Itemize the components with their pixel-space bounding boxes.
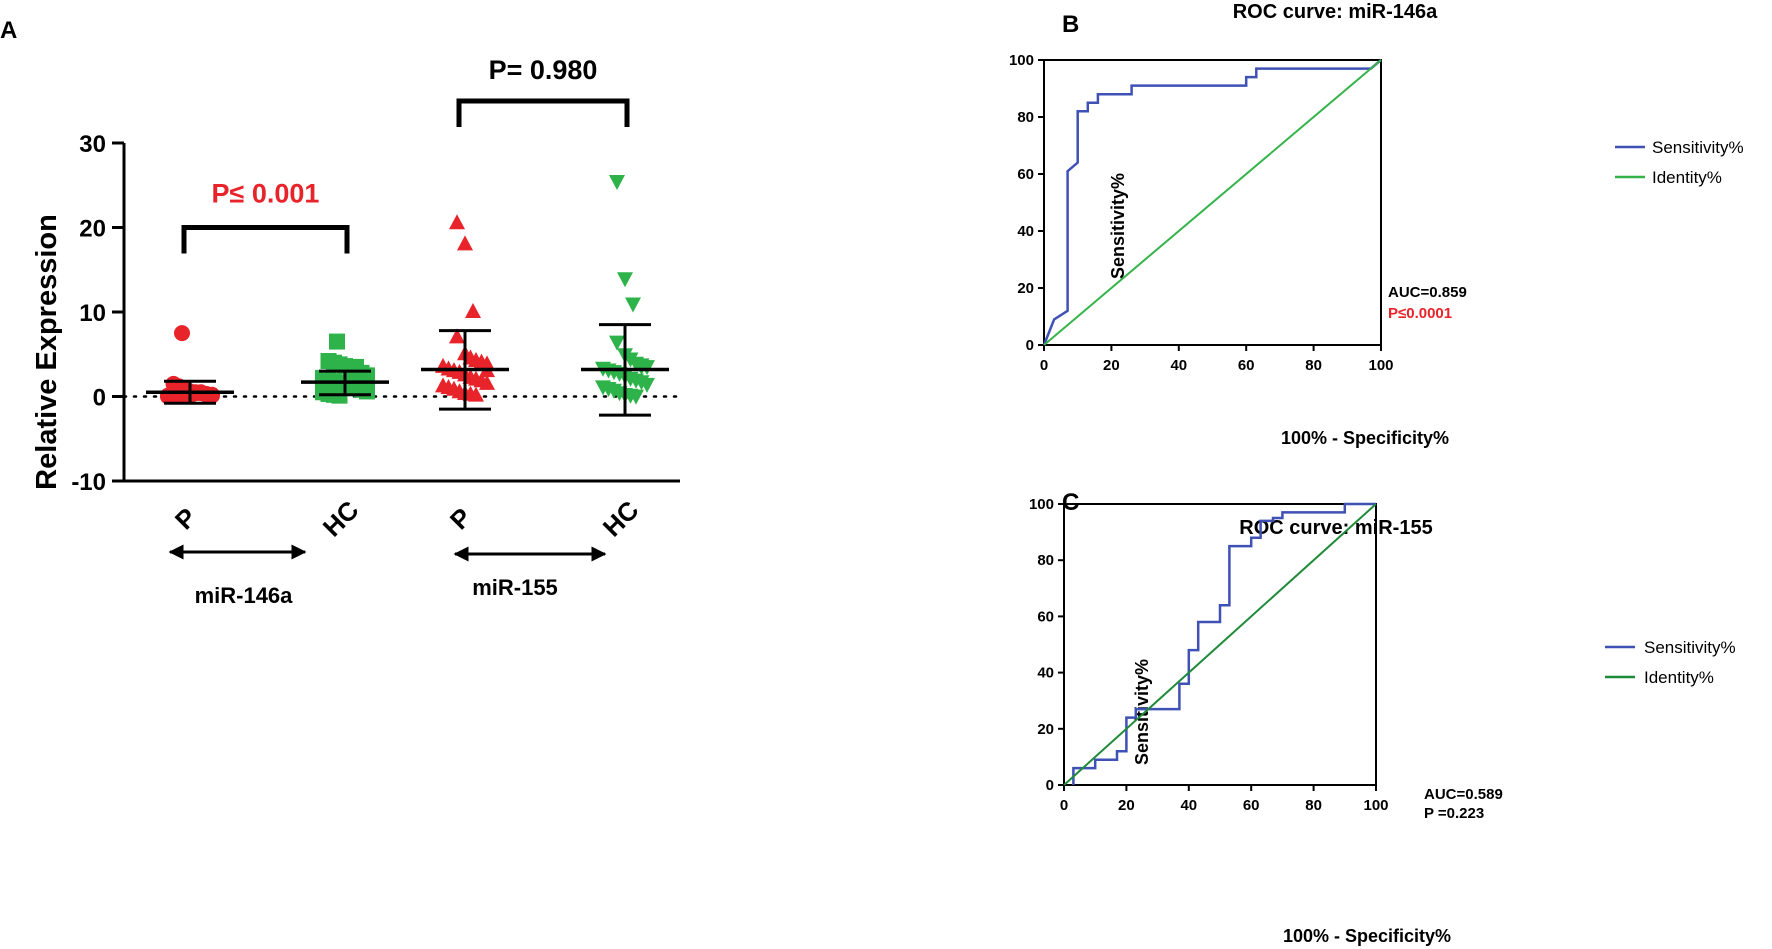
panel-c-auc: AUC=0.589: [1424, 786, 1503, 803]
panel-b-legend: Sensitivity% Identity%: [1615, 138, 1744, 187]
panel-a-comparison-label: P= 0.980: [489, 55, 598, 85]
panel-a-category-label: P: [169, 502, 202, 535]
roc-sensitivity-line: [1042, 59, 1382, 346]
roc-x-tick-label: 60: [1243, 797, 1260, 814]
panel-a-data-point: [617, 272, 633, 288]
panel-a-data-point: [174, 325, 190, 342]
panel-c-legend: Sensitivity% Identity%: [1605, 638, 1736, 687]
roc-x-tick-label: 20: [1118, 797, 1135, 814]
panel-b-legend-identity: Identity%: [1652, 168, 1722, 187]
panel-c-plot: 0 20 40 60 80 100 0 20 40 60 80 100: [1029, 496, 1389, 814]
roc-y-tick-label: 60: [1017, 166, 1034, 183]
panel-a-data-point: [449, 214, 465, 230]
panel-a-data-point: [609, 335, 625, 351]
roc-y-tick-label: 100: [1009, 52, 1034, 69]
panel-a-y-axis-label: Relative Expression: [31, 214, 63, 490]
roc-x-tick-label: 100: [1363, 797, 1388, 814]
panel-a-data-point: [204, 387, 220, 404]
panel-a-y-tick-label: 20: [79, 216, 106, 243]
panel-c-x-axis-label: 100% - Specificity%: [1283, 926, 1451, 946]
roc-x-tick-label: 40: [1180, 797, 1197, 814]
panel-a-category-label: HC: [317, 495, 365, 543]
panel-b-x-axis-label: 100% - Specificity%: [1281, 428, 1449, 448]
panel-a-data-point: [359, 383, 375, 400]
roc-y-tick-label: 80: [1037, 552, 1054, 569]
panel-a-data-point: [329, 333, 345, 350]
roc-y-tick-label: 80: [1017, 109, 1034, 126]
roc-identity-line: [1043, 59, 1382, 346]
panel-b-legend-sensitivity: Sensitivity%: [1652, 138, 1744, 157]
roc-x-tick-label: 20: [1103, 357, 1120, 374]
panel-a-comparison-bracket: [181, 225, 350, 254]
panel-a-data-point: [479, 374, 495, 390]
panel-b-plot: 0 20 40 60 80 100 0 20 40 60 80 100: [1009, 52, 1394, 374]
panel-label-c: C: [1062, 489, 1079, 516]
roc-y-tick-label: 0: [1026, 337, 1034, 354]
roc-y-tick-label: 100: [1029, 496, 1054, 513]
roc-x-tick-label: 0: [1060, 797, 1068, 814]
roc-y-tick-label: 0: [1046, 777, 1054, 794]
panel-a-data-point: [457, 235, 473, 251]
panel-a-category-label: P: [444, 502, 477, 535]
panel-b-title: ROC curve: miR-146a: [1233, 1, 1438, 23]
roc-x-tick-label: 40: [1170, 357, 1187, 374]
roc-plot-frame: [1043, 59, 1382, 346]
panel-label-a: A: [0, 17, 17, 44]
panel-c-legend-identity: Identity%: [1644, 668, 1714, 687]
roc-x-tick-label: 80: [1305, 357, 1322, 374]
panel-b-p-value: P≤0.0001: [1388, 305, 1452, 322]
panel-b-auc: AUC=0.859: [1388, 284, 1467, 301]
panel-c-y-axis-label: Sensitivity%: [1132, 659, 1152, 765]
panel-a-y-ticks: 30 20 10 0 -10: [71, 131, 124, 496]
panel-a-y-tick-label: 30: [79, 131, 106, 158]
roc-x-tick-label: 0: [1040, 357, 1048, 374]
panel-a-data-point: [609, 175, 625, 191]
panel-a-x-labels: P HC P HC: [169, 495, 645, 543]
panel-a-data-point: [468, 386, 484, 402]
panel-c-roc: ROC curve: miR-155 Sensitivity% 100% - S…: [1029, 496, 1736, 946]
roc-x-tick-label: 100: [1368, 357, 1393, 374]
panel-a-data-point: [473, 353, 490, 369]
panel-a-category-label: HC: [597, 495, 645, 543]
panel-a-points: [146, 175, 669, 417]
panel-a-y-tick-label: 10: [79, 300, 106, 327]
panel-b-roc: ROC curve: miR-146a Sensitivity% 100% - …: [1009, 1, 1744, 448]
panel-label-b: B: [1062, 11, 1079, 38]
panel-b-y-axis-label: Sensitivity%: [1108, 173, 1128, 279]
roc-x-tick-label: 60: [1238, 357, 1255, 374]
roc-y-tick-label: 60: [1037, 608, 1054, 625]
panel-a-data-point: [639, 377, 655, 393]
panel-a-comparisons: P≤ 0.001 P= 0.980: [181, 55, 630, 254]
panel-c-legend-sensitivity: Sensitivity%: [1644, 638, 1736, 657]
panel-a-data-point: [449, 328, 465, 344]
roc-y-tick-label: 20: [1037, 721, 1054, 738]
roc-sensitivity-line: [1072, 502, 1376, 785]
panel-a-data-point: [633, 360, 650, 376]
panel-a-comparison-label: P≤ 0.001: [212, 179, 320, 209]
roc-y-tick-label: 40: [1037, 665, 1054, 682]
roc-y-tick-label: 20: [1017, 280, 1034, 297]
panel-a-y-tick-label: 0: [93, 385, 106, 412]
panel-a-y-tick-label: -10: [71, 469, 106, 496]
roc-y-tick-label: 40: [1017, 223, 1034, 240]
panel-c-p-value: P =0.223: [1424, 805, 1484, 822]
panel-a-groups: miR-146a miR-155: [168, 544, 607, 608]
panel-a-data-point: [625, 297, 641, 313]
panel-a-data-point: [465, 303, 481, 318]
panel-a-group-label: miR-146a: [195, 583, 294, 608]
roc-plot-frame: [1063, 503, 1377, 786]
panel-a-group-label: miR-155: [472, 575, 558, 600]
roc-x-tick-label: 80: [1305, 797, 1322, 814]
panel-a-data-point: [628, 389, 644, 405]
panel-a-comparison-bracket: [456, 98, 630, 127]
roc-identity-line: [1063, 503, 1377, 786]
panel-c-title: ROC curve: miR-155: [1239, 517, 1432, 539]
